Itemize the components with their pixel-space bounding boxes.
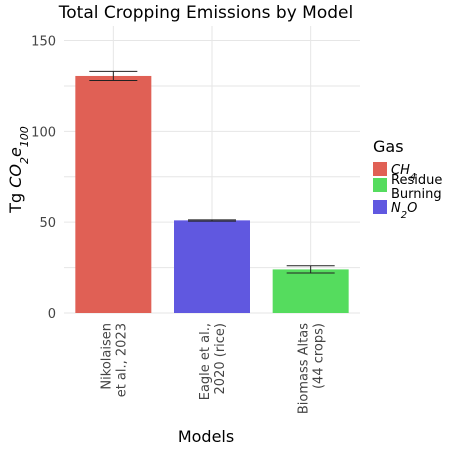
- x-tick-label-text: Eagle et al.,2020 (rice): [198, 323, 228, 400]
- bar: [174, 220, 250, 313]
- legend-label: Residue Burning: [391, 173, 442, 202]
- legend-swatch: [373, 162, 387, 176]
- legend-label: N2O: [391, 201, 417, 221]
- x-axis-ticks: Nikolaisenet al., 2023 Eagle et al.,2020 …: [99, 323, 326, 414]
- x-axis-title: Models: [178, 427, 234, 446]
- x-tick-label: Biomass Altas(44 crops): [297, 323, 327, 414]
- y-axis-title: Tg CO2e100: [6, 126, 31, 214]
- bar: [272, 269, 349, 313]
- y-tick-label: 50: [39, 216, 56, 231]
- x-tick-label: Eagle et al.,2020 (rice): [198, 323, 228, 400]
- bar: [75, 75, 152, 313]
- chart-title: Total Cropping Emissions by Model: [58, 3, 353, 23]
- legend-swatch: [373, 178, 387, 192]
- y-tick-label: 100: [31, 125, 56, 140]
- y-axis-ticks: 0 50 100 150: [31, 35, 56, 322]
- x-tick-label-text: Nikolaisenet al., 2023: [99, 323, 129, 397]
- error-bars: [89, 70, 335, 274]
- legend-swatch: [373, 200, 387, 214]
- y-tick-label: 0: [48, 307, 56, 322]
- legend-label: CH4: [391, 163, 416, 183]
- legend-title: Gas: [373, 137, 404, 156]
- bars: [75, 75, 349, 313]
- x-tick-label-text: Biomass Altas(44 crops): [297, 323, 327, 414]
- x-tick-label: Nikolaisenet al., 2023: [99, 323, 129, 397]
- y-tick-label: 150: [31, 35, 56, 50]
